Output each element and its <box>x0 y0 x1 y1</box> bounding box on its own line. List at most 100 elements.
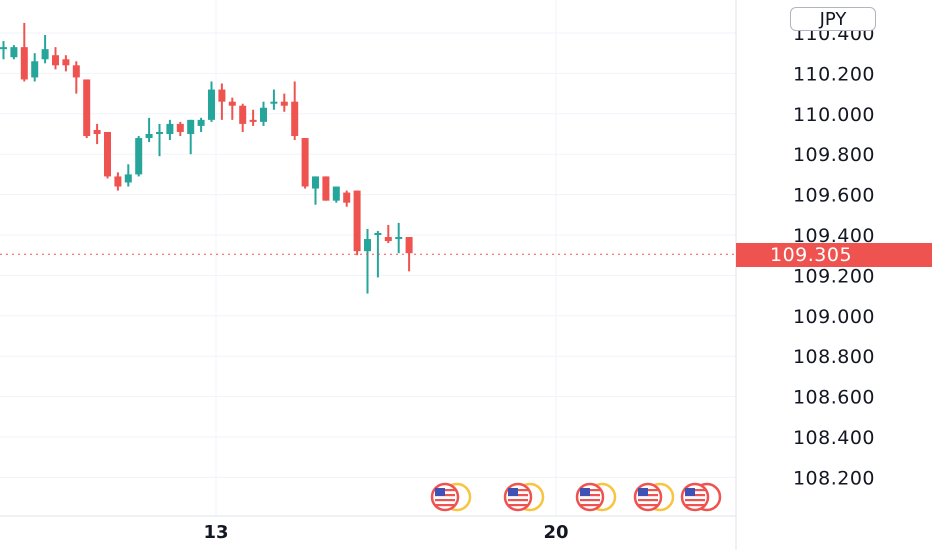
us-flag-event-5[interactable] <box>680 482 722 512</box>
y-tick-label: 109.800 <box>793 144 875 166</box>
flag-stripe <box>638 499 658 502</box>
flag-stripe <box>685 504 705 507</box>
candle-body <box>93 129 101 134</box>
candle-body <box>166 123 174 134</box>
candle <box>104 131 111 179</box>
candle-body <box>260 107 267 122</box>
candles <box>0 22 413 294</box>
candle-body <box>0 47 7 50</box>
candle-body <box>104 131 111 177</box>
candle-body <box>353 190 361 252</box>
candle <box>343 190 351 207</box>
flag-canton <box>508 488 518 496</box>
candle-body <box>343 192 351 203</box>
candle <box>145 117 153 143</box>
candle <box>332 186 340 203</box>
y-tick-label: 109.000 <box>793 306 875 328</box>
candle <box>249 109 257 126</box>
candle <box>41 35 49 64</box>
candle <box>10 45 18 60</box>
candle <box>124 164 132 187</box>
us-flag-event-1[interactable] <box>430 482 472 512</box>
candle <box>20 22 28 82</box>
candle <box>31 53 39 82</box>
y-tick-label: 108.800 <box>793 346 875 368</box>
candle <box>353 190 361 256</box>
candle <box>52 47 59 70</box>
economic-events[interactable] <box>430 482 722 512</box>
candle-body <box>135 138 143 175</box>
candle-body <box>395 237 403 240</box>
candle <box>228 97 236 120</box>
flag-stripe <box>685 499 705 502</box>
candle-body <box>384 237 392 242</box>
candle-body <box>364 239 371 252</box>
candle-body <box>145 134 153 139</box>
time-axis[interactable]: 13 20 <box>203 522 568 543</box>
candle-body <box>62 59 70 66</box>
candle-body <box>208 89 215 120</box>
y-tick-label: 108.200 <box>793 467 875 489</box>
x-tick-label: 13 <box>203 522 228 543</box>
y-tick-label: 108.400 <box>793 427 875 449</box>
flag-stripe <box>508 504 528 507</box>
candle <box>72 61 80 94</box>
axes <box>0 0 737 550</box>
x-tick-label: 20 <box>543 522 568 543</box>
candle <box>156 123 163 157</box>
candle-body <box>41 49 49 60</box>
candle-body <box>156 131 163 134</box>
flag-stripe <box>638 504 658 507</box>
candle <box>260 101 267 126</box>
candle-body <box>20 47 28 80</box>
candle <box>291 81 299 141</box>
candle <box>395 222 403 254</box>
candle-body <box>187 119 195 134</box>
y-tick-label: 109.200 <box>793 265 875 287</box>
candle <box>166 119 174 141</box>
candle <box>374 230 382 278</box>
flag-canton <box>580 488 590 496</box>
candle <box>280 93 288 112</box>
flag-stripe <box>580 499 600 502</box>
candle-body <box>239 105 247 124</box>
candle <box>270 89 278 110</box>
candle-body <box>176 123 184 132</box>
candle-body <box>83 79 91 137</box>
us-flag-event-4[interactable] <box>633 482 675 512</box>
candle <box>135 136 143 177</box>
candle <box>187 119 195 155</box>
candle <box>218 83 226 120</box>
flag-stripe <box>580 504 600 507</box>
candle-body <box>10 47 18 58</box>
last-price-label: 109.305 <box>736 243 932 267</box>
price-axis[interactable]: 110.400110.200110.000109.800109.600109.4… <box>793 23 875 489</box>
candle <box>322 176 330 201</box>
candle-body <box>114 176 122 187</box>
candle-body <box>280 101 288 106</box>
currency-badge[interactable]: JPY <box>790 7 876 31</box>
flag-stripe <box>435 499 455 502</box>
candle-body <box>312 176 319 189</box>
candle <box>208 81 215 122</box>
candle <box>301 138 309 189</box>
candle <box>384 224 392 244</box>
candle-body <box>270 101 278 104</box>
us-flag-event-3[interactable] <box>575 482 617 512</box>
us-flag-event-2[interactable] <box>503 482 545 512</box>
candle <box>176 121 184 137</box>
flag-stripe <box>435 504 455 507</box>
candle-body <box>374 232 382 235</box>
candle-body <box>322 176 330 201</box>
y-tick-label: 110.200 <box>793 63 875 85</box>
candle <box>93 123 101 145</box>
y-tick-label: 110.000 <box>793 104 875 126</box>
candle-body <box>291 101 299 137</box>
candle <box>62 55 70 72</box>
candle <box>197 117 205 132</box>
candle <box>114 172 122 191</box>
candle-body <box>124 174 132 183</box>
candle-body <box>332 186 340 201</box>
y-tick-label: 108.600 <box>793 387 875 409</box>
